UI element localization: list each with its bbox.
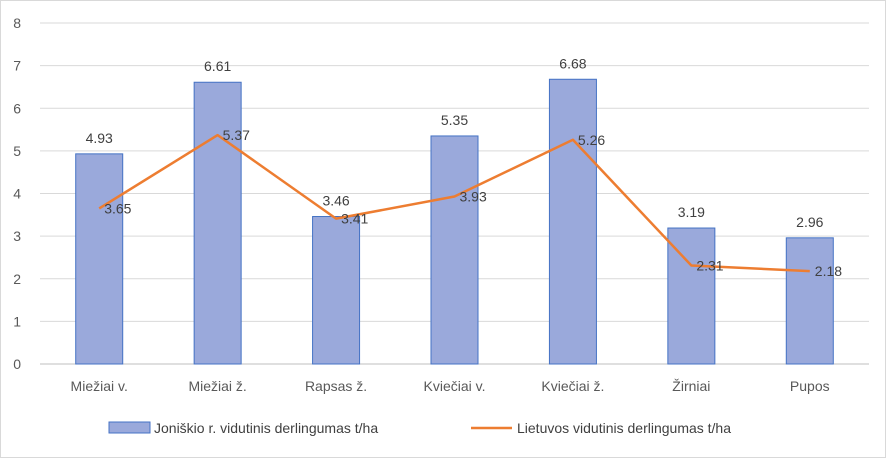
bar-data-label: 4.93 (86, 130, 113, 146)
y-tick-label: 0 (13, 356, 21, 372)
x-tick-label: Miežiai v. (71, 378, 128, 394)
y-tick-label: 7 (13, 58, 21, 74)
line-data-label: 3.41 (341, 211, 368, 227)
bar-data-label: 2.96 (796, 214, 823, 230)
bar-data-label: 6.68 (559, 55, 586, 71)
x-tick-label: Žirniai (672, 378, 710, 394)
bar-data-labels: 4.93 6.61 3.46 5.35 6.68 3.19 2.96 (86, 55, 824, 230)
y-tick-label: 5 (13, 143, 21, 159)
x-tick-label: Kviečiai ž. (541, 378, 604, 394)
bar (785, 237, 834, 365)
legend: Joniškio r. vidutinis derlingumas t/ha L… (108, 420, 731, 436)
bar-series (75, 78, 834, 365)
x-tick-label: Miežiai ž. (188, 378, 246, 394)
bar (312, 216, 361, 365)
y-tick-label: 6 (13, 100, 21, 116)
legend-bar-swatch (108, 421, 151, 434)
legend-bar-label: Joniškio r. vidutinis derlingumas t/ha (154, 420, 378, 436)
line-data-label: 5.37 (223, 127, 250, 143)
y-axis-ticks: 0 1 2 3 4 5 6 7 8 (13, 15, 21, 372)
line-series (98, 133, 810, 273)
x-tick-label: Rapsas ž. (305, 378, 367, 394)
y-tick-label: 3 (13, 228, 21, 244)
x-axis-ticks: Miežiai v. Miežiai ž. Rapsas ž. Kviečiai v.… (71, 378, 830, 394)
line-data-label: 3.65 (104, 200, 131, 216)
line-path (98, 133, 810, 273)
x-tick-label: Kviečiai v. (424, 378, 486, 394)
line-data-label: 5.26 (578, 132, 605, 148)
line-data-label: 3.93 (460, 188, 487, 204)
y-tick-label: 2 (13, 271, 21, 287)
bar-data-label: 3.46 (322, 193, 349, 209)
x-tick-label: Pupos (790, 378, 830, 394)
line-data-label: 2.31 (696, 258, 723, 274)
bar-data-label: 6.61 (204, 58, 231, 74)
bar (430, 135, 479, 365)
legend-line-label: Lietuvos vidutinis derlingumas t/ha (517, 420, 731, 436)
y-tick-label: 8 (13, 15, 21, 31)
bar-data-label: 3.19 (678, 204, 705, 220)
bar (75, 153, 124, 365)
line-data-labels: 3.65 5.37 3.41 3.93 5.26 2.31 2.18 (104, 127, 842, 279)
bar (193, 81, 242, 365)
line-data-label: 2.18 (815, 263, 842, 279)
y-tick-label: 1 (13, 313, 21, 329)
bar-data-label: 5.35 (441, 112, 468, 128)
bar (548, 78, 597, 365)
y-tick-label: 4 (13, 186, 21, 202)
